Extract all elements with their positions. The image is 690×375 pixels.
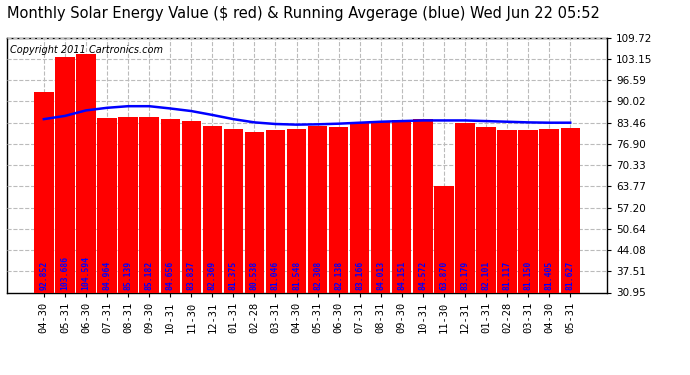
Bar bbox=[55, 57, 75, 292]
Bar bbox=[287, 129, 306, 292]
Bar bbox=[455, 123, 475, 292]
Text: 82.101: 82.101 bbox=[482, 261, 491, 290]
Text: 82.369: 82.369 bbox=[208, 261, 217, 290]
Bar bbox=[161, 118, 180, 292]
Bar bbox=[560, 129, 580, 292]
Bar bbox=[329, 127, 348, 292]
Text: 84.572: 84.572 bbox=[418, 261, 427, 290]
Text: 83.179: 83.179 bbox=[460, 261, 469, 290]
Bar bbox=[392, 120, 411, 292]
Text: 81.375: 81.375 bbox=[229, 261, 238, 290]
Bar bbox=[434, 186, 453, 292]
Text: 85.139: 85.139 bbox=[124, 261, 132, 290]
Bar bbox=[34, 92, 54, 292]
Bar bbox=[540, 129, 559, 292]
Bar bbox=[203, 126, 222, 292]
Text: 83.166: 83.166 bbox=[355, 261, 364, 290]
Bar bbox=[119, 117, 138, 292]
Text: 63.870: 63.870 bbox=[440, 261, 449, 290]
Bar bbox=[308, 126, 327, 292]
Bar bbox=[350, 123, 369, 292]
Text: 84.151: 84.151 bbox=[397, 261, 406, 290]
Bar bbox=[181, 121, 201, 292]
Text: 85.182: 85.182 bbox=[145, 261, 154, 290]
Bar bbox=[518, 130, 538, 292]
Text: 84.013: 84.013 bbox=[376, 261, 385, 290]
Text: 81.150: 81.150 bbox=[524, 261, 533, 290]
Bar bbox=[245, 132, 264, 292]
Bar bbox=[497, 130, 517, 292]
Bar bbox=[139, 117, 159, 292]
Text: 81.046: 81.046 bbox=[271, 261, 280, 290]
Bar bbox=[97, 118, 117, 292]
Text: 82.308: 82.308 bbox=[313, 261, 322, 290]
Text: 81.405: 81.405 bbox=[544, 261, 553, 290]
Text: Monthly Solar Energy Value ($ red) & Running Avgerage (blue) Wed Jun 22 05:52: Monthly Solar Energy Value ($ red) & Run… bbox=[7, 6, 600, 21]
Text: 84.656: 84.656 bbox=[166, 261, 175, 290]
Text: 92.852: 92.852 bbox=[39, 261, 48, 290]
Bar bbox=[266, 130, 285, 292]
Text: 104.594: 104.594 bbox=[81, 256, 90, 290]
Text: 83.837: 83.837 bbox=[187, 261, 196, 290]
Bar bbox=[77, 54, 96, 292]
Text: 103.686: 103.686 bbox=[61, 256, 70, 290]
Text: 80.538: 80.538 bbox=[250, 261, 259, 290]
Text: 81.627: 81.627 bbox=[566, 261, 575, 290]
Text: 81.548: 81.548 bbox=[292, 261, 301, 290]
Bar bbox=[476, 127, 495, 292]
Bar bbox=[413, 119, 433, 292]
Text: 84.964: 84.964 bbox=[103, 261, 112, 290]
Bar bbox=[224, 129, 243, 292]
Bar bbox=[371, 121, 391, 292]
Text: 82.138: 82.138 bbox=[334, 261, 343, 290]
Text: Copyright 2011 Cartronics.com: Copyright 2011 Cartronics.com bbox=[10, 45, 163, 55]
Text: 81.117: 81.117 bbox=[502, 261, 511, 290]
